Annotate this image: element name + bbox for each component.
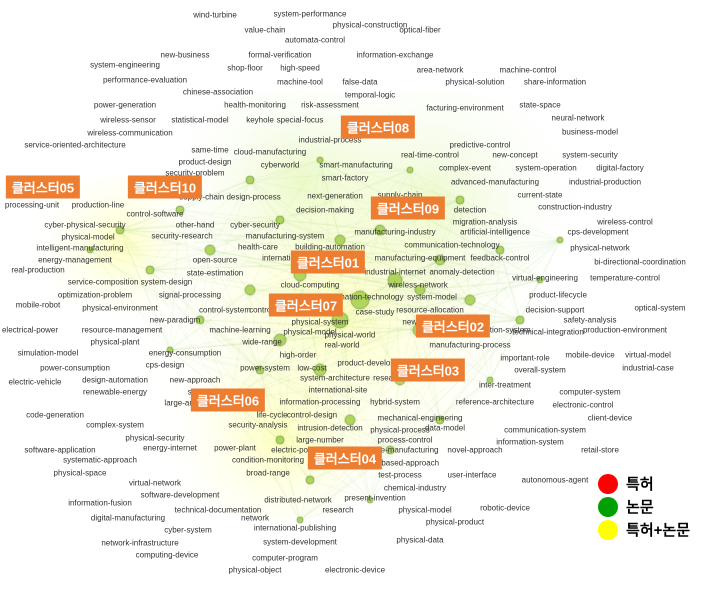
cluster-label-c04: 클러스터04: [308, 447, 382, 470]
cluster-label-c01: 클러스터01: [291, 251, 365, 274]
legend-label-both: 특허+논문: [626, 519, 690, 540]
legend-label-patent: 특허: [626, 473, 654, 494]
cluster-label-c06: 클러스터06: [191, 389, 265, 412]
legend-dot-patent: [598, 474, 618, 494]
legend: 특허 논문 특허+논문: [598, 471, 690, 542]
cluster-label-c10: 클러스터10: [128, 176, 202, 199]
legend-dot-paper: [598, 497, 618, 517]
cluster-label-c07: 클러스터07: [269, 294, 343, 317]
cluster-label-c05: 클러스터05: [6, 176, 80, 199]
cluster-label-c08: 클러스터08: [341, 116, 415, 139]
legend-row-paper: 논문: [598, 496, 690, 517]
cluster-label-c02: 클러스터02: [416, 315, 490, 338]
legend-label-paper: 논문: [626, 496, 654, 517]
legend-row-both: 특허+논문: [598, 519, 690, 540]
cluster-label-c03: 클러스터03: [391, 359, 465, 382]
legend-row-patent: 특허: [598, 473, 690, 494]
legend-dot-both: [598, 520, 618, 540]
cluster-label-c09: 클러스터09: [371, 197, 445, 220]
